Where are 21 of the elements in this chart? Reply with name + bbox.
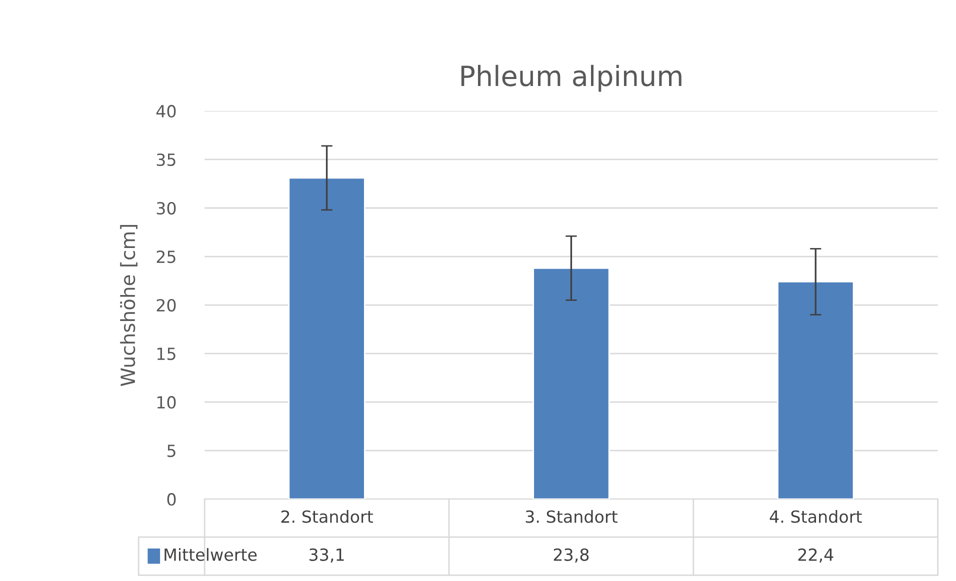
legend-label: Mittelwerte	[164, 548, 257, 561]
y-tick-label: 35	[156, 153, 176, 166]
y-tick-label: 25	[156, 250, 176, 264]
y-tick-label: 40	[156, 104, 176, 118]
chart-title: Phleum alpinum	[461, 64, 682, 92]
y-tick-label: 0	[167, 493, 176, 506]
y-tick-label: 10	[157, 396, 176, 409]
y-tick-label: 15	[157, 348, 176, 360]
y-tick-label: 30	[156, 202, 176, 215]
data-label: 23,8	[554, 548, 589, 563]
bar	[288, 177, 366, 500]
data-label: 33,1	[310, 548, 344, 563]
data-label: 22,4	[798, 548, 834, 563]
y-tick-label: 5	[167, 444, 176, 458]
y-axis-title: Wuchshöhe [cm]	[120, 224, 138, 386]
x-tick-label: 4. Standort	[770, 510, 862, 523]
x-tick-label: 3. Standort	[526, 510, 618, 523]
x-tick-label: 2. Standort	[281, 510, 374, 523]
bar	[777, 281, 854, 500]
bar	[532, 267, 610, 500]
y-tick-label: 20	[156, 298, 176, 312]
